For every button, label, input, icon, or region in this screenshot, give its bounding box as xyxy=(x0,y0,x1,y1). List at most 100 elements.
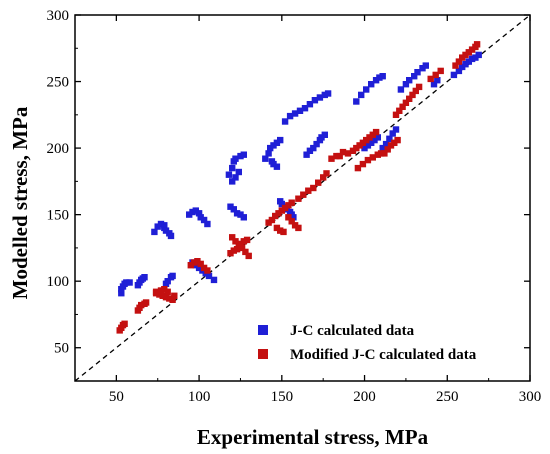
legend-label: Modified J-C calculated data xyxy=(290,347,477,363)
data-point xyxy=(389,130,396,137)
data-point xyxy=(379,73,386,80)
data-point xyxy=(372,77,380,84)
data-point xyxy=(323,170,330,177)
data-point xyxy=(472,54,479,61)
data-point xyxy=(432,71,439,79)
data-point xyxy=(353,144,360,152)
data-point xyxy=(126,279,133,286)
data-point xyxy=(349,147,357,154)
data-point xyxy=(414,69,421,76)
data-point xyxy=(233,210,241,217)
data-point xyxy=(270,142,277,149)
data-point xyxy=(374,134,381,141)
data-point xyxy=(295,195,302,202)
legend: J-C calculated data Modified J-C calculat… xyxy=(258,323,477,363)
data-point xyxy=(336,152,343,160)
data-point xyxy=(166,295,173,302)
data-point xyxy=(450,71,458,79)
data-point xyxy=(384,146,391,153)
data-point xyxy=(278,207,285,214)
data-point xyxy=(324,90,332,97)
data-point xyxy=(167,232,175,240)
data-point xyxy=(164,278,171,285)
data-point xyxy=(291,222,299,229)
data-point xyxy=(237,242,244,249)
data-point xyxy=(243,236,251,244)
data-point xyxy=(162,227,170,234)
data-point xyxy=(240,151,247,158)
data-point xyxy=(397,86,405,93)
data-point xyxy=(406,95,413,102)
data-point xyxy=(229,164,236,172)
data-point xyxy=(157,287,165,294)
data-point xyxy=(459,63,466,71)
data-point xyxy=(306,101,314,108)
data-point xyxy=(468,46,476,53)
data-point xyxy=(366,134,373,141)
data-point xyxy=(232,174,239,181)
data-point xyxy=(468,55,476,63)
data-point xyxy=(157,220,165,228)
data-point xyxy=(186,211,193,218)
data-point xyxy=(121,320,128,327)
y-tick-label: 300 xyxy=(47,8,70,24)
data-point xyxy=(399,103,406,110)
data-point xyxy=(402,81,410,88)
data-point xyxy=(316,94,324,101)
y-tick-label: 200 xyxy=(47,141,70,157)
data-point xyxy=(204,220,211,228)
data-point xyxy=(230,206,237,213)
data-point xyxy=(409,91,416,99)
data-point xyxy=(138,301,145,309)
data-point xyxy=(280,228,287,236)
data-point xyxy=(205,272,213,280)
data-point xyxy=(197,214,204,221)
data-point xyxy=(227,250,234,257)
data-point xyxy=(267,144,274,152)
data-point xyxy=(306,147,314,154)
data-point xyxy=(333,152,340,160)
data-point xyxy=(141,274,148,281)
data-point xyxy=(151,228,158,236)
data-point xyxy=(225,171,233,178)
data-point xyxy=(300,191,307,198)
data-point xyxy=(240,238,247,245)
y-axis-title: Modelled stress, MPa xyxy=(8,106,32,299)
data-point xyxy=(288,199,295,206)
data-point xyxy=(315,179,322,186)
data-point xyxy=(321,131,328,138)
data-point xyxy=(415,83,423,91)
data-point xyxy=(277,227,284,234)
data-point xyxy=(344,150,352,157)
data-point xyxy=(359,139,367,146)
data-point xyxy=(318,134,325,141)
data-point xyxy=(162,294,170,301)
data-point xyxy=(197,260,204,268)
data-point xyxy=(391,139,398,146)
data-point xyxy=(195,264,203,272)
data-point xyxy=(475,51,482,59)
data-point xyxy=(320,174,327,181)
data-point xyxy=(462,61,469,68)
data-point xyxy=(412,87,419,95)
data-point xyxy=(368,139,375,146)
data-point xyxy=(339,148,347,156)
data-point xyxy=(382,140,390,148)
axes: 50 100 150 200 250 300 50 100 150 200 250 300 xyxy=(47,8,542,405)
plot-frame xyxy=(74,14,531,382)
data-point xyxy=(455,58,463,65)
data-point xyxy=(455,67,463,75)
data-point xyxy=(296,107,304,114)
data-point xyxy=(268,216,276,224)
data-point xyxy=(192,207,199,214)
data-point xyxy=(386,135,393,142)
data-point xyxy=(288,218,295,225)
data-point xyxy=(232,155,239,162)
data-point xyxy=(313,140,320,148)
data-point xyxy=(272,212,279,220)
data-point xyxy=(273,224,281,232)
data-point xyxy=(204,267,211,274)
data-point xyxy=(394,136,401,144)
data-point xyxy=(200,264,208,272)
data-point xyxy=(195,210,203,217)
